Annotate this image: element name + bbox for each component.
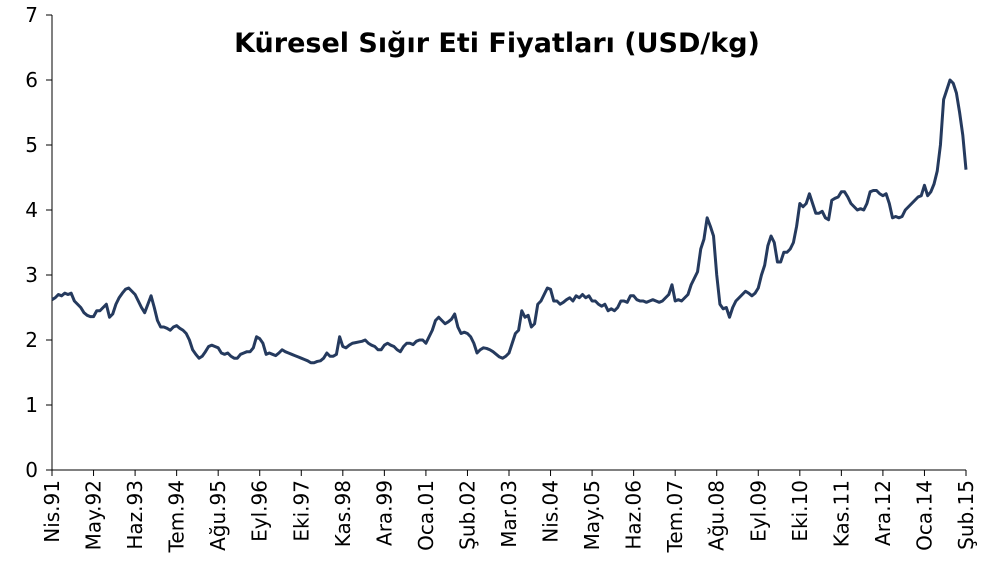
y-tick-label: 4 [25,198,38,222]
x-tick-label: Mar.03 [497,480,521,548]
x-tick-label: Şub.02 [455,480,479,550]
y-tick-label: 2 [25,328,38,352]
x-tick-label: Eki.97 [289,480,313,542]
y-tick-label: 0 [25,458,38,482]
x-tick-label: Oca.14 [912,480,936,551]
x-tick-label: Ara.99 [372,480,396,546]
x-tick-label: Ağu.08 [705,480,729,551]
x-tick-label: Oca.01 [414,480,438,551]
x-tick-label: Ara.12 [871,480,895,546]
y-tick-label: 1 [25,393,38,417]
price-line [51,78,968,365]
x-tick-label: Kas.98 [331,480,355,547]
x-tick-label: Eki.10 [788,480,812,542]
x-tick-label: Ağu.95 [206,480,230,551]
y-tick-label: 7 [25,3,38,27]
y-tick-label: 3 [25,263,38,287]
x-tick-label: Haz.93 [123,480,147,550]
x-tick-label: Haz.06 [622,480,646,550]
x-tick-label: Tem.94 [165,480,189,553]
y-tick-label: 5 [25,133,38,157]
x-tick-label: Tem.07 [663,480,687,553]
x-tick-label: Eyl.96 [248,480,272,542]
x-tick-label: May.92 [82,480,106,550]
x-tick-label: Eyl.09 [746,480,770,542]
x-tick-label: Nis.91 [40,480,64,543]
x-tick-label: May.05 [580,480,604,550]
x-tick-label: Kas.11 [829,480,853,547]
x-tick-label: Şub.15 [954,480,978,550]
y-tick-label: 6 [25,68,38,92]
chart-title: Küresel Sığır Eti Fiyatları (USD/kg) [234,28,760,59]
x-tick-label: Nis.04 [539,480,563,543]
